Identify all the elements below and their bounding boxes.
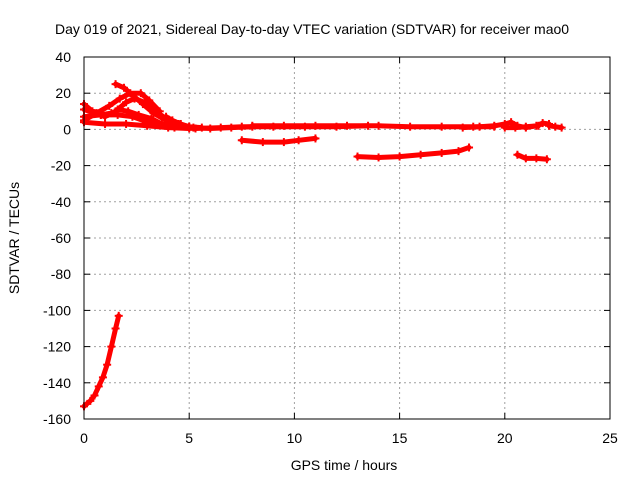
data-point [149,109,158,118]
y-axis-label: SDTVAR / TECUs [6,182,22,294]
data-point [119,83,128,92]
data-point [107,109,116,118]
data-point [511,123,520,132]
y-tick-label: -40 [51,194,71,210]
y-tick-label: 40 [55,49,71,65]
data-point [143,121,152,130]
y-tick-label: -60 [51,230,71,246]
data-point [128,91,137,100]
y-tick-label: -160 [43,411,71,427]
data-point [557,123,566,132]
data-point [98,373,107,382]
data-point [507,118,516,127]
data-point [490,121,499,130]
data-point [500,123,509,132]
series-arc-10 [249,123,497,130]
data-point [294,136,303,145]
y-tick-label: -120 [43,339,71,355]
y-tick-label: -20 [51,158,71,174]
data-point [86,396,95,405]
data-point [101,119,110,128]
data-point [279,138,288,147]
data-point [416,150,425,159]
data-point [542,155,551,164]
data-point [115,94,124,103]
data-point [374,121,383,130]
data-point [124,107,133,116]
data-point [134,110,143,119]
data-point [113,105,122,114]
data-point [96,110,105,119]
data-point [105,101,114,110]
y-tick-label: 0 [63,121,71,137]
data-point [353,152,362,161]
x-tick-label: 5 [185,430,193,446]
x-tick-label: 0 [80,430,88,446]
data-point [532,154,541,163]
data-point [237,136,246,145]
data-point [343,121,351,130]
data-point [88,107,97,116]
data-point [103,360,112,369]
data-point [258,138,267,147]
data-point [114,311,123,320]
data-point [279,121,288,130]
x-tick-label: 20 [497,430,513,446]
chart-title: Day 019 of 2021, Sidereal Day-to-day VTE… [55,21,569,37]
data-point [122,98,131,107]
data-point [168,116,177,125]
data-point [437,122,446,131]
data-point [90,391,99,400]
data-point [311,121,320,130]
y-tick-label: -100 [43,302,71,318]
data-point [521,154,530,163]
data-point [147,114,156,123]
x-tick-label: 15 [392,430,408,446]
y-tick-label: 20 [55,85,71,101]
data-point [136,89,145,98]
data-point [176,119,185,128]
data-point [157,119,166,128]
data-point [216,123,225,132]
y-tick-label: -80 [51,266,71,282]
data-point [465,143,474,152]
data-point [458,123,467,132]
series-arc-15 [514,152,550,162]
data-point [454,147,463,156]
data-point [374,153,383,162]
data-point [197,123,206,132]
data-point [94,382,103,391]
data-point [107,342,116,351]
x-tick-label: 25 [602,430,618,446]
data-point [475,122,484,131]
data-layer [80,80,566,411]
series-arc-8 [81,101,114,118]
data-point [521,122,530,131]
x-tick-label: 10 [287,430,303,446]
data-point [311,134,320,143]
data-point [237,122,246,131]
data-point [122,119,131,128]
data-point [513,150,522,159]
data-point [248,121,257,130]
y-tick-label: -140 [43,375,71,391]
data-point [162,112,171,121]
data-point [406,122,415,131]
grid-layer [84,57,610,419]
data-point [111,80,120,89]
x-axis-label: GPS time / hours [291,457,398,473]
data-point [138,100,147,109]
data-point [185,122,194,131]
data-point [534,121,543,130]
series-arc-13 [502,123,541,131]
data-point [111,324,120,333]
data-point [437,148,446,157]
data-point [395,152,404,161]
tick-layer: 0 5 10 15 20 25 40 20 0 -20 -40 -60 -80 -100 -120 -140 -… [43,49,618,446]
